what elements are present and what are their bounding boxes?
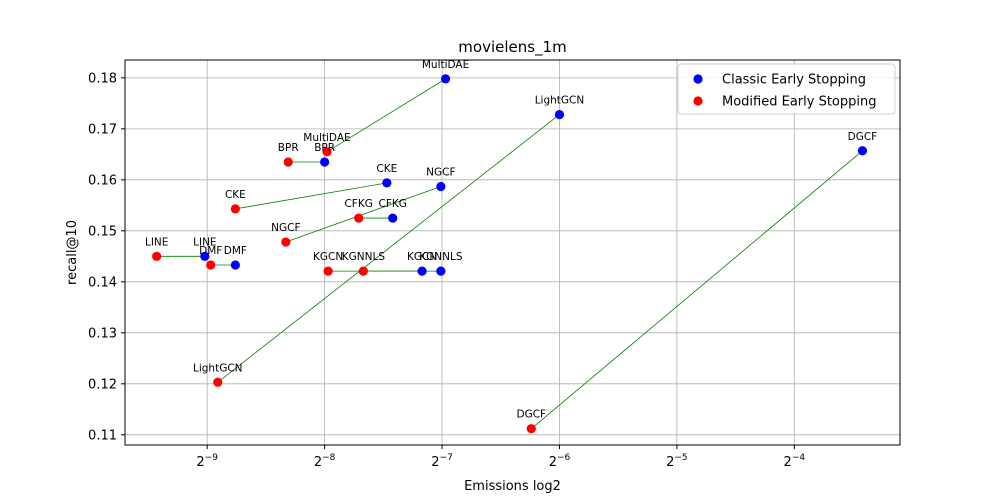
plot-frame	[124, 59, 901, 446]
modified-point	[323, 266, 333, 276]
point-label: LightGCN	[193, 362, 243, 374]
point-label: CKE	[225, 189, 246, 201]
legend-label: Classic Early Stopping	[722, 73, 866, 88]
modified-point	[206, 260, 216, 270]
y-tick-label: 0.17	[88, 122, 117, 137]
modified-point	[354, 213, 364, 223]
classic-point	[320, 157, 330, 167]
point-label: CFKG	[344, 198, 372, 210]
classic-point	[440, 74, 451, 84]
modified-point	[152, 251, 162, 261]
modified-point	[526, 424, 536, 434]
legend-label: Modified Early Stopping	[722, 95, 876, 110]
classic-point	[388, 213, 398, 223]
modified-point	[322, 147, 332, 157]
point-label: KGCN	[313, 251, 343, 263]
connection-lines	[156, 78, 863, 429]
classic-point	[554, 109, 565, 120]
y-tick-label: 0.18	[88, 71, 117, 86]
point-label: LightGCN	[535, 95, 585, 107]
classic-point	[200, 251, 210, 261]
point-label: KGCN	[407, 251, 437, 263]
classic-point	[436, 181, 446, 192]
connection-line	[531, 150, 863, 429]
point-label: KGNNLS	[419, 251, 463, 263]
point-label: BPR	[314, 142, 335, 154]
classic-point	[417, 266, 427, 276]
y-axis-label: recall@10	[65, 220, 80, 285]
point-label: DMF	[199, 245, 222, 257]
y-axis-ticks: 0.11 0.12 0.13 0.14 0.15 0.16 0.17 0.18	[88, 71, 125, 443]
modified-point	[213, 377, 223, 387]
modified-point	[230, 204, 240, 214]
legend-box	[677, 63, 896, 115]
x-tick-label: 2−7	[431, 453, 453, 470]
chart-title: movielens_1m	[458, 38, 566, 57]
y-tick-label: 0.13	[88, 326, 117, 341]
point-label: DGCF	[516, 409, 546, 421]
connection-line	[326, 78, 446, 153]
legend-marker	[693, 96, 703, 106]
x-axis-ticks: 2−9 2−8 2−7 2−6 2−5 2−4	[196, 445, 805, 470]
point-label: LINE	[193, 236, 216, 248]
data-points	[152, 74, 868, 434]
x-tick-label: 2−9	[196, 453, 218, 470]
point-label: DGCF	[848, 131, 878, 143]
classic-point	[436, 266, 446, 276]
classic-point	[382, 178, 392, 188]
x-tick-label: 2−5	[666, 453, 688, 470]
modified-point	[283, 157, 293, 167]
modified-point	[281, 237, 291, 247]
legend: Classic Early Stopping Modified Early Sto…	[677, 63, 896, 115]
y-tick-label: 0.16	[88, 173, 117, 188]
point-label: NGCF	[271, 222, 300, 234]
classic-point	[230, 260, 240, 270]
point-label: BPR	[278, 142, 299, 154]
x-tick-label: 2−4	[784, 453, 806, 470]
y-tick-label: 0.12	[88, 377, 117, 392]
point-label: CKE	[376, 163, 397, 175]
point-label: MultiDAE	[303, 132, 350, 144]
classic-point	[857, 146, 868, 156]
point-label: DMF	[224, 245, 247, 257]
connection-line	[217, 114, 560, 383]
connection-line	[285, 186, 442, 243]
y-tick-label: 0.11	[88, 428, 117, 443]
x-tick-label: 2−6	[549, 453, 571, 470]
modified-point	[358, 266, 368, 276]
x-tick-label: 2−8	[314, 453, 336, 470]
point-label: KGNNLS	[342, 251, 386, 263]
point-label: LINE	[145, 236, 168, 248]
point-label: MultiDAE	[422, 59, 469, 71]
point-label: NGCF	[426, 166, 455, 178]
y-tick-label: 0.14	[88, 275, 117, 290]
connection-line	[235, 182, 387, 210]
point-label: CFKG	[379, 198, 407, 210]
y-tick-label: 0.15	[88, 224, 117, 239]
legend-marker	[693, 74, 703, 84]
x-axis-label: Emissions log2	[464, 479, 561, 494]
